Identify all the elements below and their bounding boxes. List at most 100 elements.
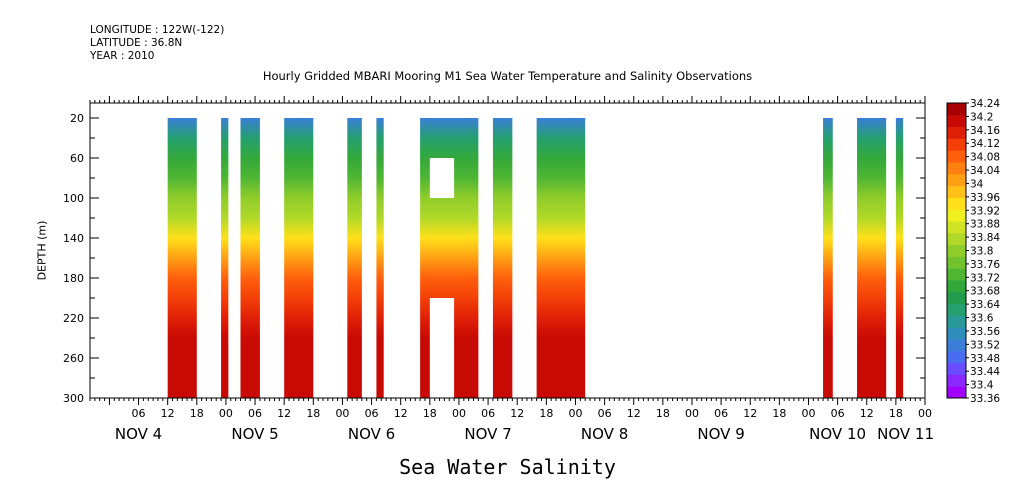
- colorbar-swatch: [947, 362, 966, 375]
- colorbar-swatch: [947, 256, 966, 269]
- x-hour-label: 06: [714, 407, 728, 420]
- colorbar-swatch: [947, 386, 966, 399]
- x-hour-label: 12: [743, 407, 757, 420]
- x-axis-label: Sea Water Salinity: [399, 455, 616, 479]
- x-hour-label: 00: [335, 407, 349, 420]
- chart-title: Hourly Gridded MBARI Mooring M1 Sea Wate…: [262, 69, 753, 83]
- colorbar-label: 34: [970, 178, 984, 190]
- x-day-label: NOV 11: [877, 425, 934, 443]
- data-gap: [429, 298, 455, 398]
- colorbar-label: 34.04: [970, 165, 1000, 177]
- colorbar-label: 33.92: [970, 205, 1000, 217]
- x-hour-label: 18: [306, 407, 320, 420]
- data-block: [376, 118, 384, 398]
- y-tick-label: 220: [63, 312, 84, 325]
- y-tick-label: 180: [63, 272, 84, 285]
- x-hour-label: 06: [132, 407, 146, 420]
- colorbar-swatch: [947, 197, 966, 210]
- colorbar-swatch: [947, 315, 966, 328]
- x-hour-label: 00: [685, 407, 699, 420]
- colorbar-label: 33.8: [970, 246, 993, 258]
- x-day-label: NOV 5: [231, 425, 278, 443]
- colorbar-label: 33.84: [970, 232, 1000, 244]
- colorbar-label: 33.56: [970, 326, 1000, 338]
- colorbar-swatch: [947, 221, 966, 234]
- colorbar-label: 33.68: [970, 286, 1000, 298]
- data-block: [167, 118, 197, 398]
- longitude-label: LONGITUDE : 122W(-122): [90, 24, 225, 36]
- latitude-label: LATITUDE : 36.8N: [90, 37, 183, 49]
- colorbar-swatch: [947, 173, 966, 187]
- colorbar-swatch: [947, 291, 966, 305]
- x-day-label: NOV 9: [697, 425, 744, 443]
- colorbar-swatch: [947, 150, 966, 163]
- data-gap: [429, 158, 455, 198]
- y-tick-label: 20: [70, 112, 84, 125]
- y-tick-label: 140: [63, 232, 84, 245]
- data-block: [492, 118, 513, 398]
- colorbar-swatch: [947, 232, 966, 246]
- x-hour-label: 12: [277, 407, 291, 420]
- x-day-label: NOV 10: [809, 425, 866, 443]
- colorbar-label: 34.24: [970, 98, 1000, 110]
- data-block: [823, 118, 833, 398]
- x-hour-label: 06: [248, 407, 262, 420]
- y-tick-label: 300: [63, 392, 84, 405]
- colorbar-swatch: [947, 244, 966, 257]
- x-hour-label: 06: [831, 407, 845, 420]
- colorbar-swatch: [947, 114, 966, 128]
- x-day-label: NOV 6: [348, 425, 395, 443]
- colorbar-swatch: [947, 280, 966, 293]
- x-hour-label: 00: [801, 407, 815, 420]
- x-hour-label: 12: [627, 407, 641, 420]
- data-block: [857, 118, 887, 398]
- x-hour-label: 18: [539, 407, 553, 420]
- colorbar-swatch: [947, 126, 966, 139]
- x-hour-label: 18: [772, 407, 786, 420]
- data-block: [240, 118, 260, 398]
- data-block: [284, 118, 314, 398]
- colorbar-swatch: [947, 350, 966, 364]
- x-hour-label: 06: [598, 407, 612, 420]
- colorbar-swatch: [947, 209, 966, 222]
- y-tick-label: 60: [70, 152, 84, 165]
- data-blocks: [167, 118, 904, 398]
- colorbar-label: 33.64: [970, 299, 1000, 311]
- x-hour-label: 18: [889, 407, 903, 420]
- data-gaps: [429, 158, 455, 398]
- x-hour-label: 18: [656, 407, 670, 420]
- y-tick-label: 260: [63, 352, 84, 365]
- data-block: [221, 118, 229, 398]
- colorbar-label: 33.6: [970, 313, 994, 325]
- x-hour-label: 00: [568, 407, 582, 420]
- colorbar-swatch: [947, 103, 966, 116]
- data-block: [347, 118, 362, 398]
- colorbar-swatch: [947, 268, 966, 281]
- colorbar-label: 34.08: [970, 152, 1000, 164]
- x-hour-label: 12: [510, 407, 524, 420]
- y-tick-label: 100: [63, 192, 84, 205]
- colorbar-label: 33.48: [970, 353, 1000, 365]
- data-block: [536, 118, 586, 398]
- colorbar-label: 34.2: [970, 111, 993, 123]
- colorbar-label: 33.72: [970, 272, 1000, 284]
- x-day-label: NOV 7: [464, 425, 511, 443]
- colorbar-label: 34.16: [970, 125, 1000, 137]
- x-axis: 06 12 18 00 06 12 18 00 06 12 18 00 06 12 18 00 06 12 18 00…: [89, 96, 934, 443]
- colorbar-swatch: [947, 374, 966, 387]
- colorbar-label: 34.12: [970, 138, 1000, 150]
- x-hour-label: 12: [860, 407, 874, 420]
- x-hour-label: 06: [481, 407, 495, 420]
- x-day-label: NOV 8: [581, 425, 628, 443]
- y-axis: 20 60 100 140 180 220 260 300: [63, 112, 925, 405]
- x-hour-label: 06: [365, 407, 379, 420]
- data-block: [895, 118, 904, 398]
- colorbar-swatch: [947, 185, 966, 198]
- colorbar-swatch: [947, 303, 966, 316]
- colorbar-label: 33.44: [970, 366, 1000, 378]
- x-hour-label: 18: [423, 407, 437, 420]
- colorbar-swatch: [947, 162, 966, 175]
- colorbar-label: 33.88: [970, 219, 1000, 231]
